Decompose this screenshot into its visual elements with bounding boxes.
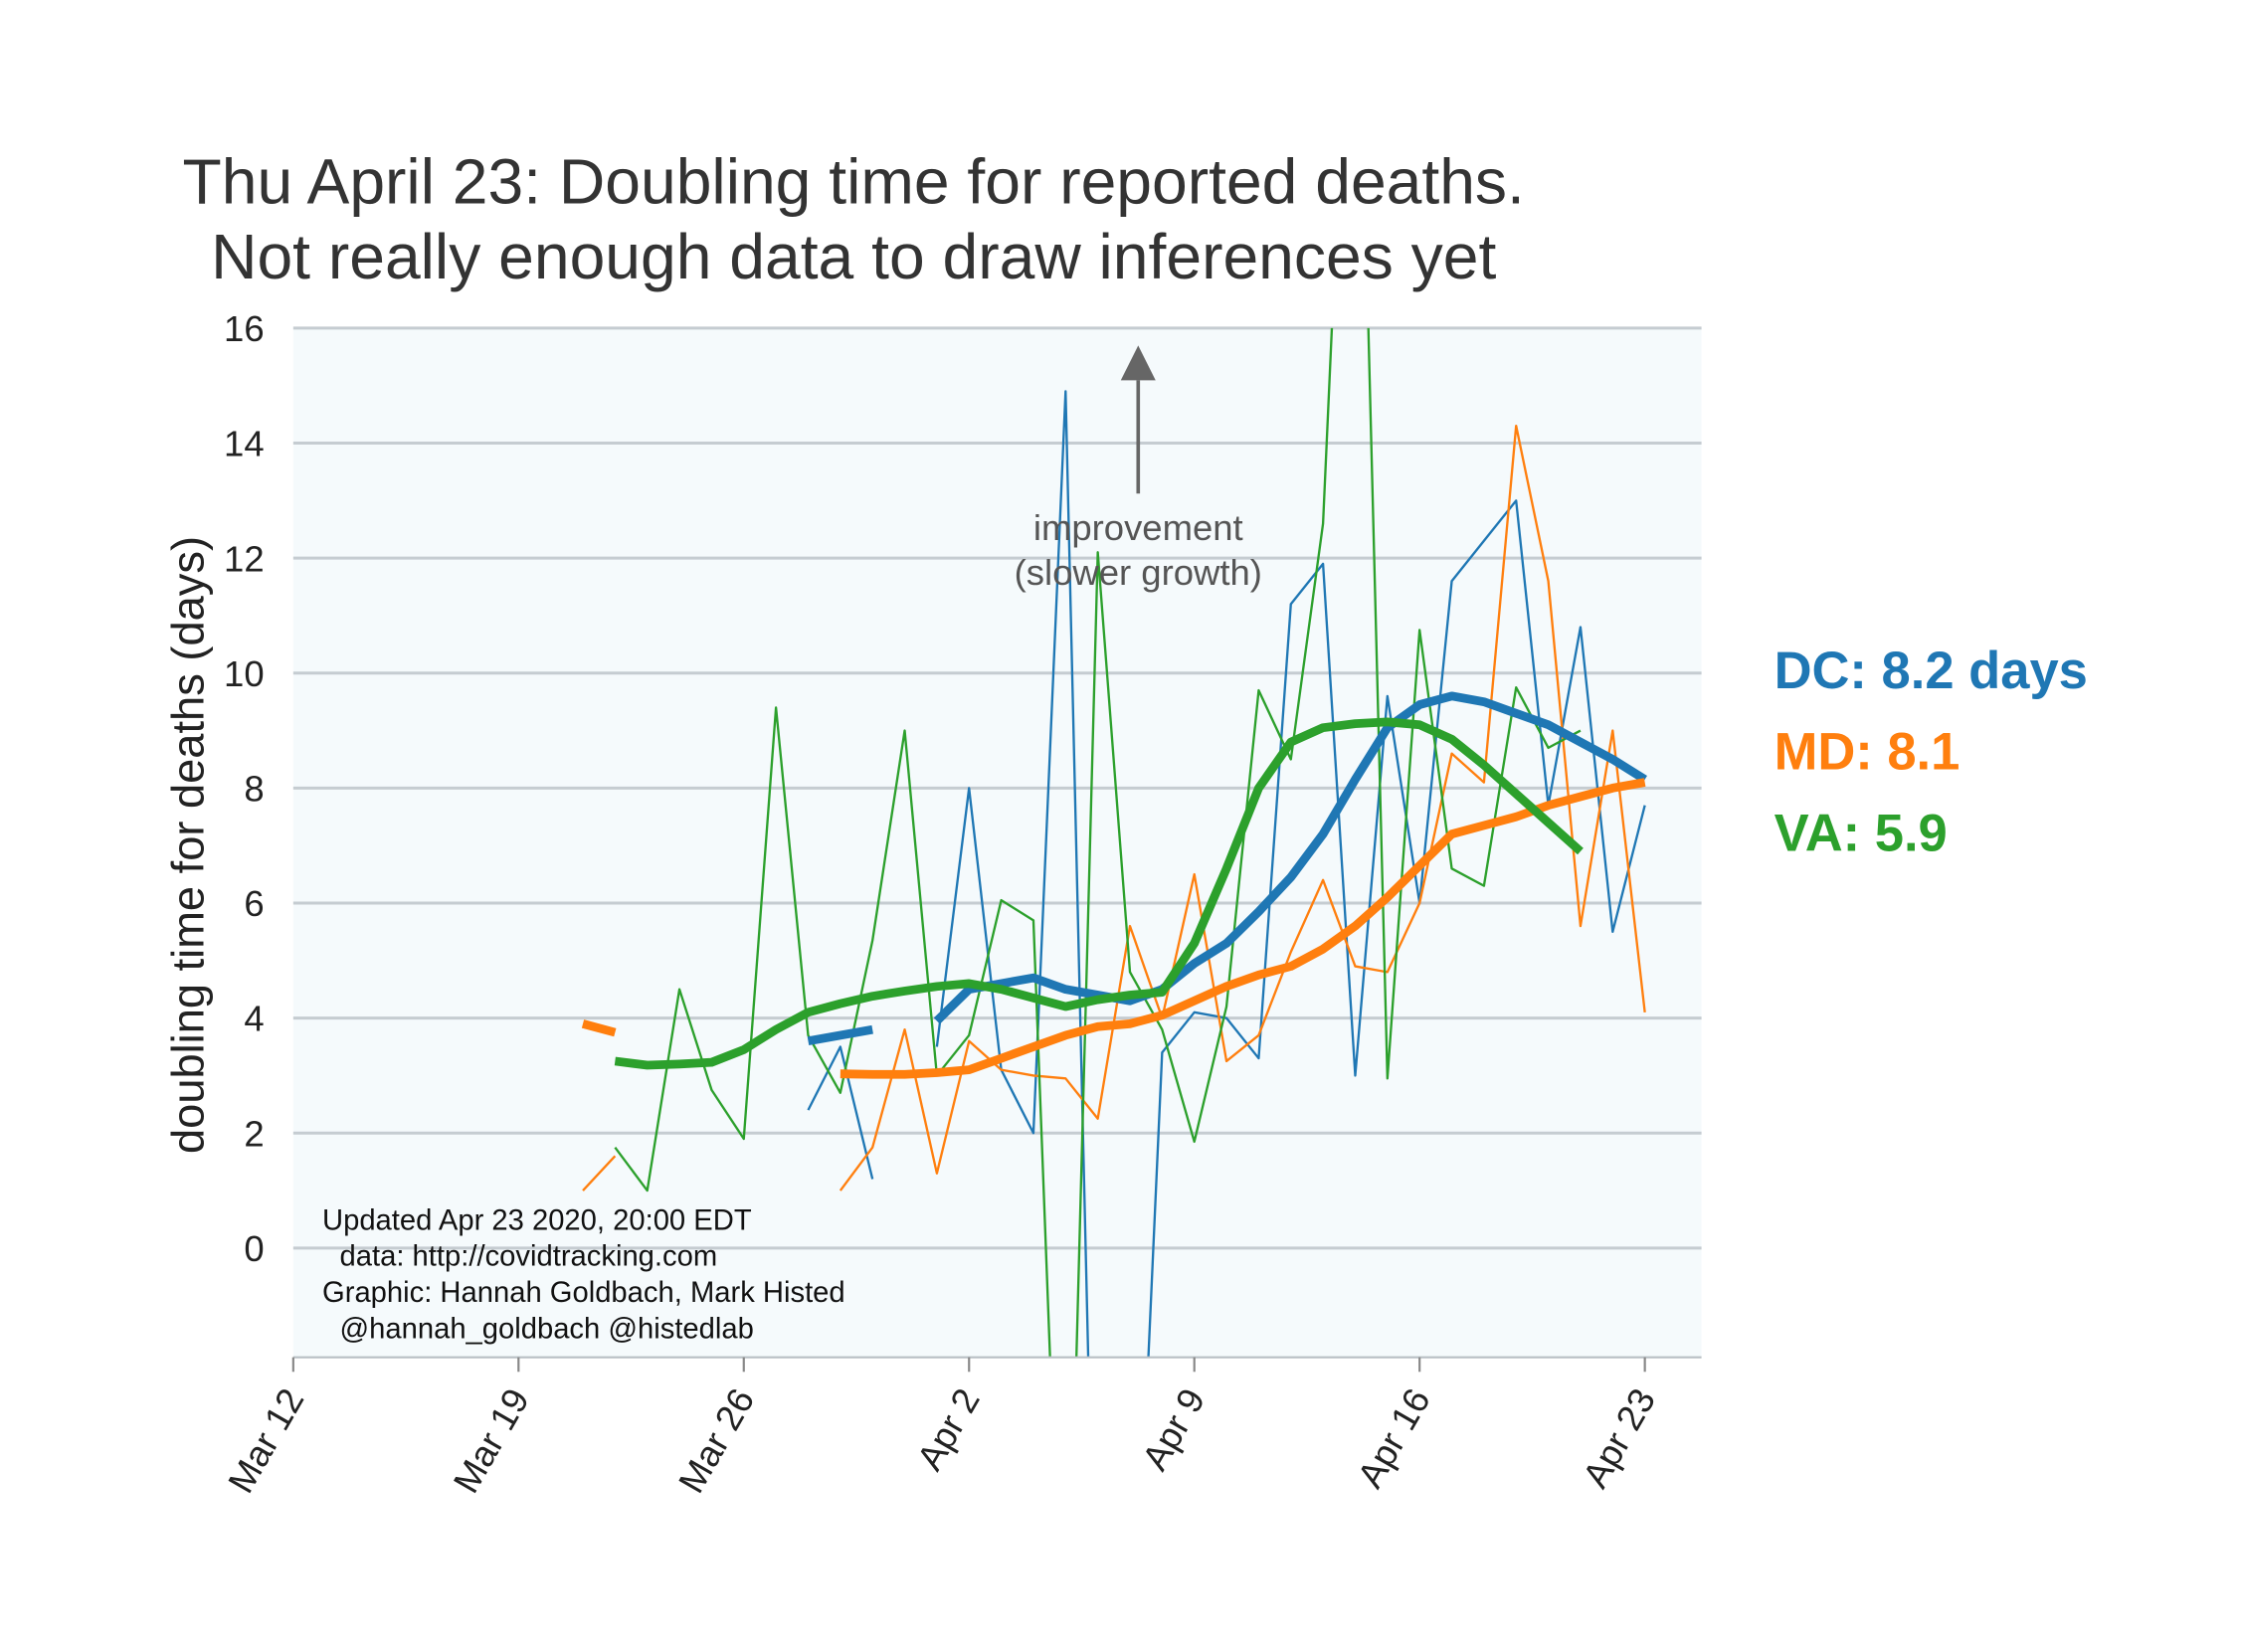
credit: @hannah_goldbach @histedlab [340,1314,754,1346]
arrow-head [1120,345,1156,381]
lines [581,327,1647,1358]
y-tick-label: 0 [244,1228,264,1269]
title-line: Not really enough data to draw inference… [211,221,1496,292]
x-tick-label: Mar 26 [670,1381,762,1500]
y-tick-label: 4 [244,999,264,1039]
annotation: improvement [1033,507,1243,548]
series-line [614,717,1584,1070]
x-tick-label: Mar 12 [220,1381,311,1500]
end-label: DC: 8.2 days [1775,642,2088,700]
series-line [614,327,1582,1358]
title-line: Thu April 23: Doubling time for reported… [183,145,1525,217]
y-tick-label: 2 [244,1113,264,1154]
series-line [582,424,1646,1192]
plot-background [292,327,1702,1358]
series-line [807,691,1647,1046]
y-tick-label: 6 [244,883,264,924]
x-tick-label: Mar 19 [446,1381,537,1500]
x-tick-label: Apr 16 [1350,1381,1438,1495]
annotation: (slower growth) [1015,552,1262,593]
y-tick-label: 10 [224,653,265,694]
end-label: VA: 5.9 [1775,804,1948,862]
y-tick-label: 16 [224,308,265,349]
end-labels: DC: 8.2 days MD: 8.1 VA: 5.9 [1775,642,2088,862]
x-tick-label: Apr 2 [909,1381,988,1477]
y-tick-label: 14 [224,424,265,464]
end-label: MD: 8.1 [1775,723,1961,782]
credit: Graphic: Hannah Goldbach, Mark Histed [322,1277,845,1309]
y-tick-label: 8 [244,769,264,810]
x-tick-label: Apr 23 [1575,1381,1663,1495]
y-axis-label: doubling time for deaths (days) [163,536,214,1154]
credit: data: http://covidtracking.com [340,1241,718,1273]
series-line [807,390,1646,1358]
series-line [581,778,1646,1079]
x-tick-label: Apr 9 [1134,1381,1213,1477]
y-tick-label: 12 [224,538,265,579]
grid [292,326,1702,1250]
credit: Updated Apr 23 2020, 20:00 EDT [322,1204,752,1236]
